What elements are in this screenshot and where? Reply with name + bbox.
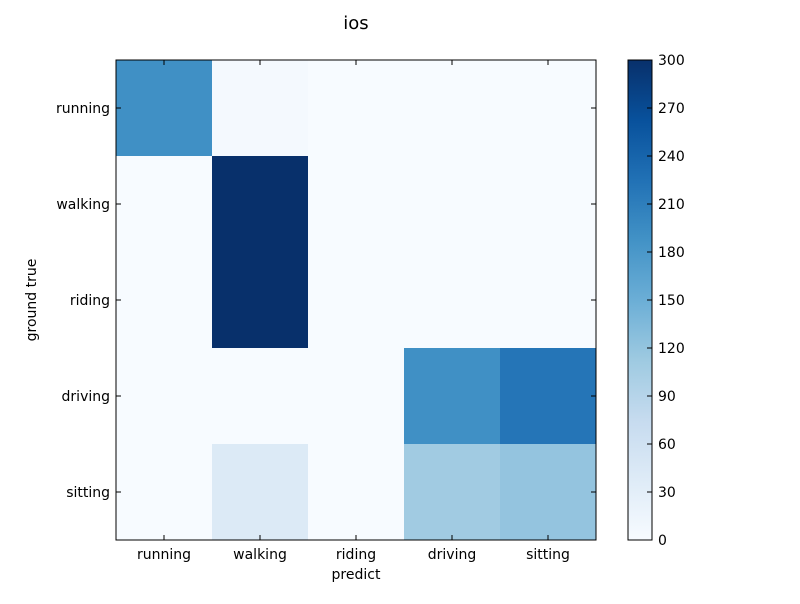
heatmap-cell — [212, 348, 308, 444]
colorbar — [627, 59, 653, 541]
x-axis-ticks: running walking riding driving sitting — [137, 60, 570, 563]
heatmap-cell — [116, 444, 212, 540]
heatmap-cell — [212, 156, 308, 252]
heatmap-cell — [212, 60, 308, 156]
colorbar-tick-label: 60 — [658, 437, 676, 453]
heatmap-cell — [500, 252, 596, 348]
colorbar-tick-label: 30 — [658, 485, 676, 501]
heatmap-cell — [500, 444, 596, 540]
heatmap-cell — [116, 156, 212, 252]
y-tick-label: driving — [62, 389, 110, 405]
heatmap-cell — [500, 60, 596, 156]
heatmap-cell — [404, 252, 500, 348]
heatmap-cells — [116, 60, 596, 540]
x-tick-label: riding — [336, 547, 376, 563]
x-tick-label: running — [137, 547, 191, 563]
x-tick-label: driving — [428, 547, 476, 563]
colorbar-tick-label: 90 — [658, 389, 676, 405]
colorbar-tick-label: 180 — [658, 245, 685, 261]
heatmap-cell — [404, 444, 500, 540]
chart-title: ios — [343, 13, 368, 34]
heatmap-cell — [500, 348, 596, 444]
colorbar-tick-label: 210 — [658, 197, 685, 213]
colorbar-tick-label: 0 — [658, 533, 667, 549]
heatmap-cell — [308, 444, 404, 540]
y-tick-label: sitting — [66, 485, 110, 501]
x-axis-label: predict — [332, 567, 381, 583]
heatmap-cell — [308, 156, 404, 252]
heatmap-cell — [500, 156, 596, 252]
colorbar-tick-label: 300 — [658, 53, 685, 69]
y-tick-label: running — [56, 101, 110, 117]
heatmap-cell — [116, 60, 212, 156]
heatmap-cell — [212, 444, 308, 540]
heatmap-cell — [308, 252, 404, 348]
colorbar-tick-label: 240 — [658, 149, 685, 165]
colorbar-tick-label: 150 — [658, 293, 685, 309]
heatmap-cell — [404, 60, 500, 156]
x-tick-label: walking — [233, 547, 287, 563]
heatmap-cell — [212, 252, 308, 348]
heatmap-cell — [308, 60, 404, 156]
heatmap-cell — [116, 348, 212, 444]
colorbar-tick-label: 270 — [658, 101, 685, 117]
y-tick-label: walking — [56, 197, 110, 213]
colorbar-ticks: 0 30 60 90 120 150 180 210 240 270 300 — [647, 53, 685, 549]
heatmap-cell — [116, 252, 212, 348]
y-axis-label: ground true — [24, 259, 40, 342]
heatmap-cell — [404, 156, 500, 252]
x-tick-label: sitting — [526, 547, 570, 563]
heatmap-cell — [308, 348, 404, 444]
y-tick-label: riding — [70, 293, 110, 309]
heatmap-cell — [404, 348, 500, 444]
colorbar-tick-label: 120 — [658, 341, 685, 357]
y-axis-ticks: running walking riding driving sitting — [56, 101, 596, 501]
